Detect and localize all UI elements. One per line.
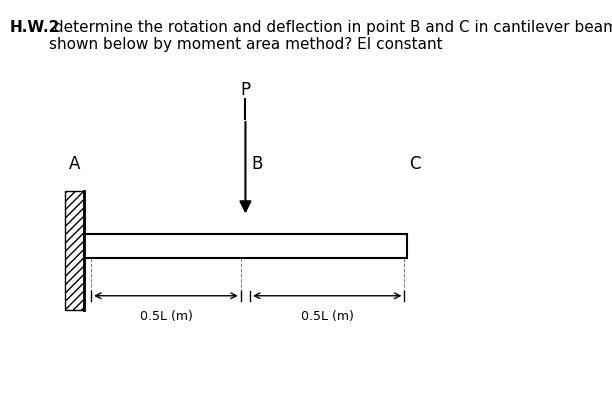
- Polygon shape: [84, 234, 407, 258]
- Text: P: P: [241, 81, 250, 99]
- Text: determine the rotation and deflection in point B and C in cantilever beam
shown : determine the rotation and deflection in…: [49, 20, 612, 52]
- Text: B: B: [252, 155, 263, 173]
- Text: C: C: [409, 155, 420, 173]
- Text: 0.5L (m): 0.5L (m): [301, 310, 354, 323]
- Text: A: A: [69, 155, 81, 173]
- Text: 0.5L (m): 0.5L (m): [140, 310, 192, 323]
- Text: H.W.2: H.W.2: [9, 20, 60, 35]
